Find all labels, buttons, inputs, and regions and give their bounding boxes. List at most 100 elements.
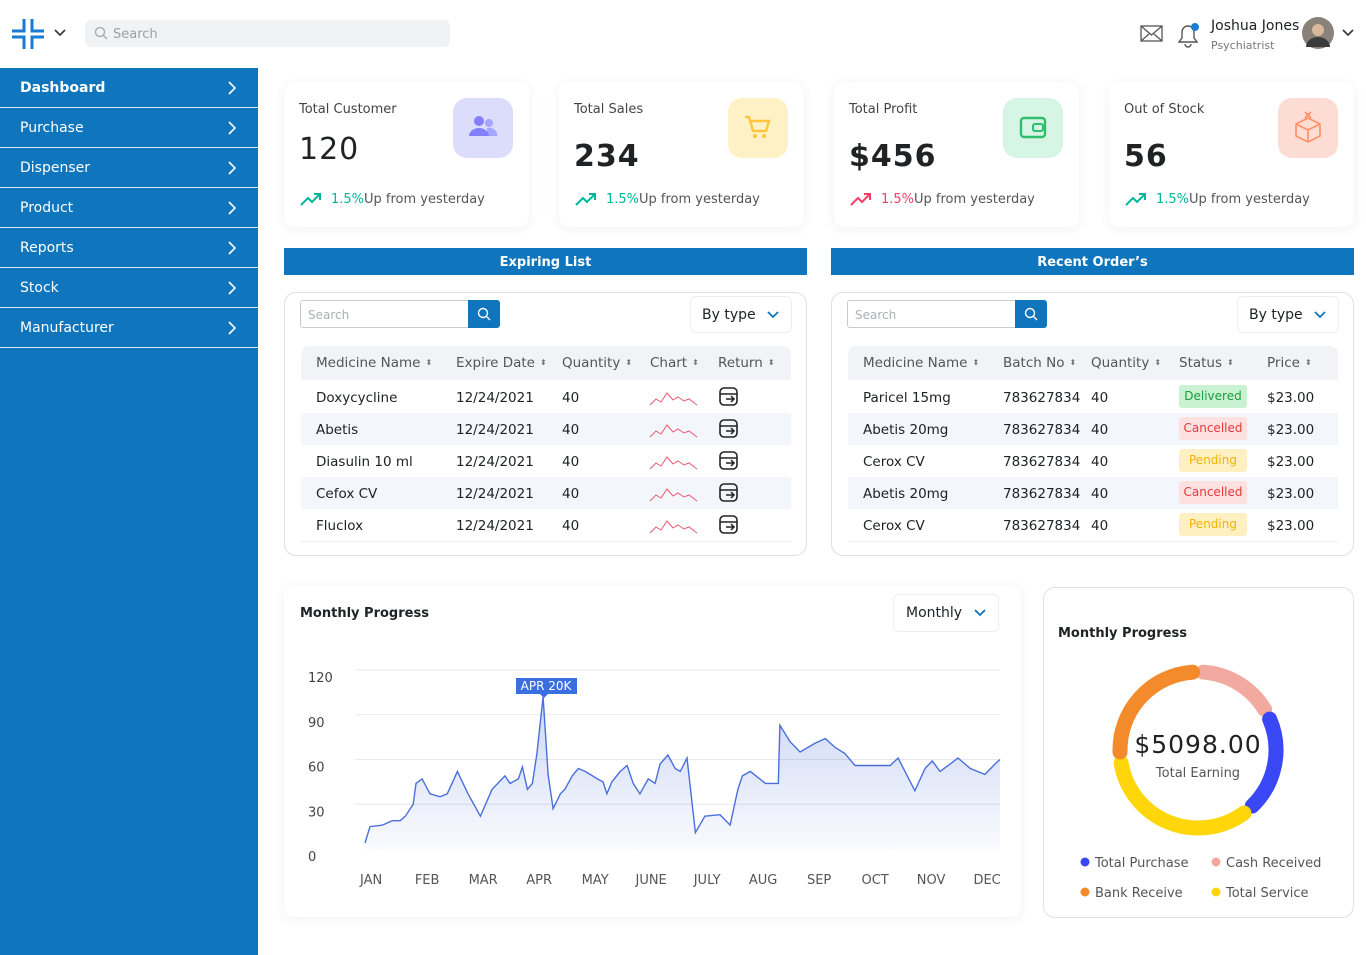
mail-icon[interactable] [1140,25,1164,43]
legend-label: Bank Receive [1095,886,1183,901]
column-header-text: Chart [650,355,688,371]
user-dropdown[interactable] [1342,28,1354,38]
sort-icon[interactable]: ⬍ [972,358,980,367]
notification-icon[interactable] [1175,20,1203,48]
icon-shape [719,419,738,438]
stat-card: Out of Stock 56 1.5% Up from yesterday [1109,82,1354,227]
y-tick-label: 0 [308,850,316,865]
type-dropdown-label: By type [702,307,756,323]
chevron [1314,311,1326,319]
column-header-text: Price [1267,355,1300,371]
column-header-text: Medicine Name [316,355,421,371]
sort-icon[interactable]: ⬍ [1154,358,1162,367]
table-cell: 12/24/2021 [456,518,534,534]
table-search[interactable]: Search [847,300,1017,328]
sort-icon[interactable]: ⬍ [1304,358,1312,367]
period-dropdown[interactable]: Monthly [893,594,999,632]
sort-icon[interactable]: ⬍ [1227,358,1234,367]
type-dropdown[interactable]: By type [1237,296,1339,333]
table-cell: Cefox CV [316,486,378,502]
column-header-text: Quantity [562,355,621,371]
chart-title: Monthly Progress [300,606,429,621]
sidebar-item[interactable]: Product [0,188,258,228]
stat-icon [728,98,788,158]
y-tick-label: 90 [308,716,325,731]
logo-dropdown[interactable] [54,28,66,38]
icon-shape [1033,316,1038,321]
sparkline [649,488,698,502]
column-header[interactable]: Quantity ⬍ [1091,355,1161,371]
user-role: Psychiatrist [1211,39,1275,52]
table-cell: 783627834 [1003,454,1081,470]
sort-icon[interactable]: ⬍ [692,358,699,367]
sidebar-arrow [228,201,237,215]
sort-icon[interactable]: ⬍ [425,358,433,367]
column-header[interactable]: Expire Date ⬍ [456,355,547,371]
column-header-text: Return [718,355,763,371]
sidebar-label: Manufacturer [20,320,114,336]
table-cell: 12/24/2021 [456,486,534,502]
stat-value: $456 [849,139,937,174]
sidebar-item[interactable]: Manufacturer [0,308,258,348]
sparkline-path [649,520,698,534]
sparkline-path [649,488,698,502]
column-header-text: Expire Date [456,355,535,371]
sort-icon[interactable]: ⬍ [539,358,547,367]
table-cell: 40 [1091,422,1109,438]
table-row [848,477,1338,510]
logo [12,19,44,49]
icon-shape [1019,116,1047,139]
table-cell: Cerox CV [863,454,925,470]
stat-title: Total Sales [574,102,644,117]
icon-shape [720,521,737,531]
table-search[interactable]: Search [300,300,470,328]
table-cell: 12/24/2021 [456,390,534,406]
sidebar-item[interactable]: Reports [0,228,258,268]
icon-shape [719,451,738,470]
table-cell: Abetis [316,422,359,438]
column-header[interactable]: Medicine Name ⬍ [316,355,432,371]
stat-icon [453,98,513,158]
sidebar-arrow [228,281,237,295]
legend-swatch [1080,887,1090,897]
icon-shape [719,387,738,406]
sort-icon[interactable]: ⬍ [625,358,633,367]
column-header[interactable]: Return ⬍ [718,355,775,371]
icon-shape [487,127,498,136]
x-tick-label: DEC [973,873,1000,888]
column-header[interactable]: Quantity ⬍ [562,355,632,371]
y-tick-label: 60 [308,761,325,776]
sort-icon[interactable]: ⬍ [767,358,775,367]
column-header[interactable]: Medicine Name ⬍ [863,355,979,371]
stat-icon-svg [1295,111,1321,143]
table-cell: 783627834 [1003,390,1081,406]
y-tick-label: 30 [308,805,325,820]
sidebar-item[interactable]: Purchase [0,108,258,148]
sidebar-label: Product [20,200,74,216]
table-cell: Doxycycline [316,390,398,406]
column-header[interactable]: Price ⬍ [1267,355,1312,371]
column-header[interactable]: Status ⬍ [1179,355,1234,371]
column-header[interactable]: Chart ⬍ [650,355,699,371]
search-button[interactable] [1015,300,1047,328]
stat-icon-svg [745,115,771,138]
sort-icon[interactable]: ⬍ [1069,358,1077,367]
table-cell: 783627834 [1003,486,1081,502]
avatar[interactable] [1302,17,1334,49]
sidebar-item[interactable]: Dashboard [0,68,258,108]
sidebar-item[interactable]: Dispenser [0,148,258,188]
sidebar-item[interactable]: Stock [0,268,258,308]
return-icon [719,387,738,406]
column-header[interactable]: Batch No ⬍ [1003,355,1076,371]
type-dropdown[interactable]: By type [690,296,792,333]
search-button[interactable] [468,300,500,328]
search-button-icon [477,307,491,321]
sidebar-label: Reports [20,240,74,256]
chevron [974,609,986,617]
table-cell: $23.00 [1267,454,1315,470]
table-row [301,509,791,542]
search-box[interactable]: Search [85,20,450,47]
table-cell: Fluclox [316,518,364,534]
icon-shape [720,489,737,499]
arrow-path [228,281,237,295]
